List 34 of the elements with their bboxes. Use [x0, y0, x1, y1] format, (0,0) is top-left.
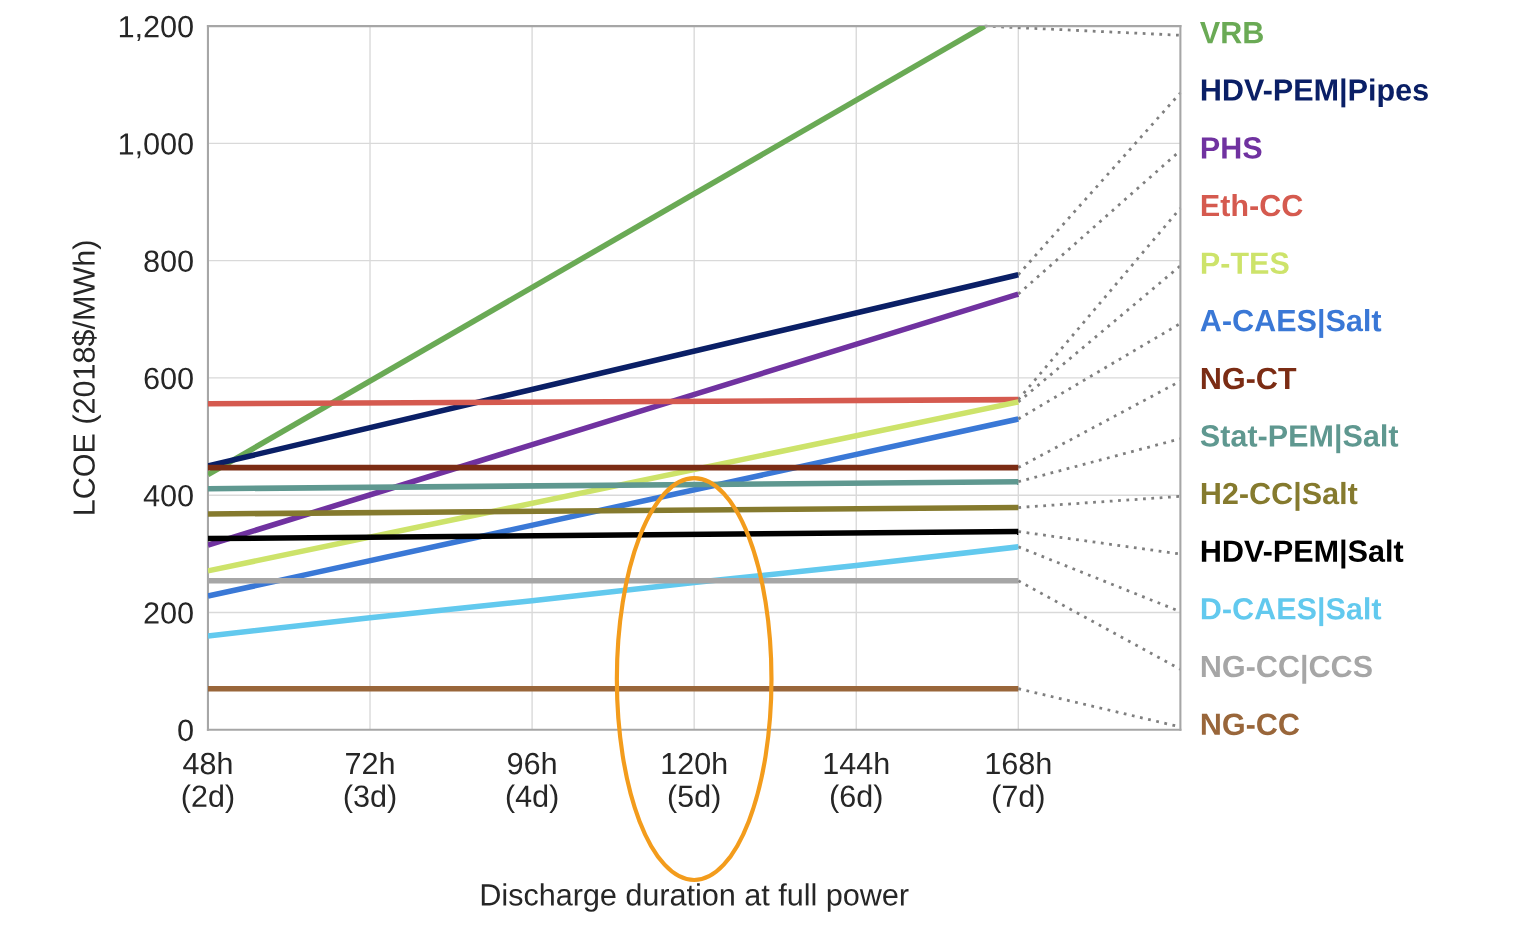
text: Stat-PEM|Salt — [1200, 424, 1399, 454]
text: NG-CC|CCS — [1201, 654, 1372, 684]
text: Eth-CC — [1201, 193, 1303, 217]
text: (4d) — [506, 784, 558, 814]
text: D-CAES|Salt — [1201, 597, 1382, 627]
text: HDV-PEM|Pipes — [1201, 78, 1428, 108]
y-axis-title: LCOE (2018$/MWh) — [71, 241, 101, 514]
text: (5d) — [668, 784, 720, 814]
text: P-TES — [1201, 252, 1289, 275]
x-tick-label: 96h — [508, 751, 556, 775]
x-tick-label: 72h — [346, 751, 394, 775]
y-tick-label: 800 — [144, 250, 193, 273]
y-tick-label: 600 — [144, 367, 193, 390]
x-tick-label: 120h — [662, 751, 727, 775]
text: PHS — [1201, 137, 1262, 159]
text: NG-CC — [1201, 713, 1300, 736]
text: (6d) — [830, 784, 882, 814]
y-tick-label: 1,000 — [119, 133, 193, 159]
x-tick-label: 48h — [183, 751, 232, 775]
y-tick-label: 0 — [178, 719, 193, 742]
text: (2d) — [182, 784, 234, 814]
y-tick-label: 400 — [143, 484, 193, 507]
y-tick-label: 200 — [144, 602, 193, 624]
text: A-CAES|Salt — [1200, 308, 1382, 338]
y-tick-label: 1,200 — [119, 15, 193, 42]
text: NG-CT — [1201, 367, 1297, 390]
text: HDV-PEM|Salt — [1201, 539, 1404, 569]
text: (7d) — [993, 784, 1044, 814]
x-tick-label: 144h — [824, 751, 889, 775]
text: (3d) — [344, 784, 396, 814]
x-axis-title: Discharge duration at full power — [481, 883, 909, 912]
text: H2-CC|Salt — [1201, 481, 1358, 511]
x-tick-label: 168h — [986, 751, 1051, 775]
text: VRB — [1200, 22, 1263, 44]
